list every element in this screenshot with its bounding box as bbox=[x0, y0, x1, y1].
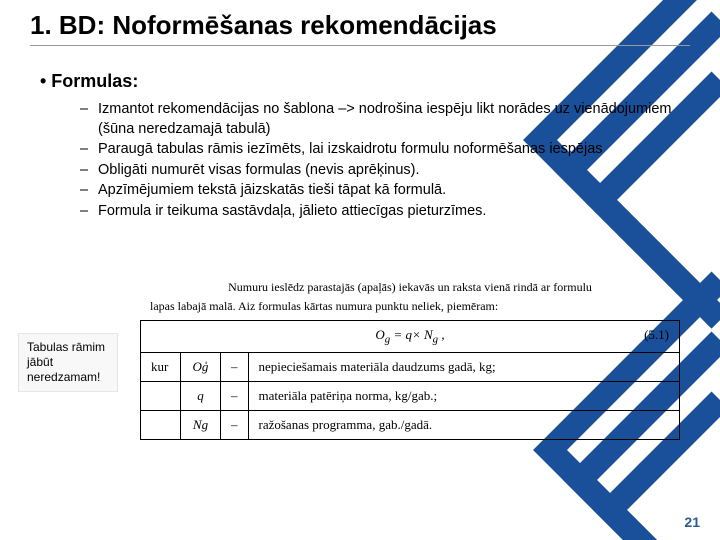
cell-sym: Oģ bbox=[181, 352, 221, 381]
formula-caption-1: Numuru ieslēdz parastajās (apaļās) iekav… bbox=[140, 280, 680, 295]
eq-mid: = q× N bbox=[390, 327, 432, 342]
sub-item: Izmantot rekomendācijas no šablona –> no… bbox=[80, 100, 690, 139]
sub-bullet-list: Izmantot rekomendācijas no šablona –> no… bbox=[80, 100, 690, 221]
cell-desc: nepieciešamais materiāla daudzums gadā, … bbox=[248, 352, 680, 381]
page-title: 1. BD: Noformēšanas rekomendācijas bbox=[30, 10, 690, 46]
eq-tail: , bbox=[438, 327, 445, 342]
page-number: 21 bbox=[684, 514, 700, 530]
sub-item: Formula ir teikuma sastāvdaļa, jālieto a… bbox=[80, 202, 690, 222]
formula-example: Numuru ieslēdz parastajās (apaļās) iekav… bbox=[140, 280, 680, 440]
formula-equation-cell: Og = q× Ng , (5.1) bbox=[141, 321, 680, 353]
cell-kur bbox=[141, 410, 181, 439]
cell-dash: – bbox=[221, 381, 249, 410]
sub-item: Paraugā tabulas rāmis iezīmēts, lai izsk… bbox=[80, 140, 690, 160]
cell-dash: – bbox=[221, 410, 249, 439]
table-row: q – materiāla patēriņa norma, kg/gab.; bbox=[141, 381, 680, 410]
cell-kur bbox=[141, 381, 181, 410]
cell-kur: kur bbox=[141, 352, 181, 381]
sub-item: Apzīmējumiem tekstā jāizskatās tieši tāp… bbox=[80, 181, 690, 201]
cell-desc: materiāla patēriņa norma, kg/gab.; bbox=[248, 381, 680, 410]
table-row: kur Oģ – nepieciešamais materiāla daudzu… bbox=[141, 352, 680, 381]
cell-dash: – bbox=[221, 352, 249, 381]
main-bullet: • Formulas: bbox=[40, 71, 690, 92]
cell-sym: q bbox=[181, 381, 221, 410]
eq-lhs: O bbox=[375, 327, 384, 342]
cell-sym: Ng bbox=[181, 410, 221, 439]
formula-number: (5.1) bbox=[644, 327, 669, 343]
formula-caption-2: lapas labajā malā. Aiz formulas kārtas n… bbox=[150, 299, 680, 314]
cell-desc: ražošanas programma, gab./gadā. bbox=[248, 410, 680, 439]
callout-note: Tabulas rāmim jābūt neredzamam! bbox=[18, 333, 118, 392]
formula-table: Og = q× Ng , (5.1) kur Oģ – nepieciešama… bbox=[140, 320, 680, 440]
table-row: Ng – ražošanas programma, gab./gadā. bbox=[141, 410, 680, 439]
sub-item: Obligāti numurēt visas formulas (nevis a… bbox=[80, 161, 690, 181]
